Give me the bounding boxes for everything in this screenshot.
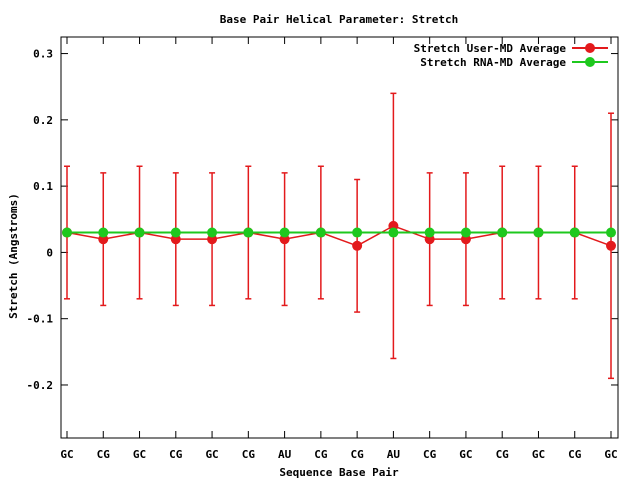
y-axis-ticks: -0.2 -0.1 0 0.1 0.2 0.3 bbox=[27, 48, 618, 392]
series-rna-md-point bbox=[170, 227, 181, 238]
x-tick-label: GC bbox=[133, 448, 146, 461]
x-tick-label: CG bbox=[351, 448, 365, 461]
series-rna-md-point bbox=[134, 227, 145, 238]
legend-marker bbox=[585, 43, 595, 53]
legend-label: Stretch RNA-MD Average bbox=[420, 56, 566, 69]
x-tick-label: GC bbox=[205, 448, 218, 461]
series-rna-md-point bbox=[98, 227, 109, 238]
series-rna-md-point bbox=[352, 227, 363, 238]
series-user-md-point bbox=[606, 240, 616, 251]
x-tick-label: GC bbox=[532, 448, 545, 461]
series-rna-md-point bbox=[243, 227, 254, 238]
series-rna-md-point bbox=[424, 227, 435, 238]
legend-label: Stretch User-MD Average bbox=[414, 42, 567, 55]
series-rna-md-point bbox=[279, 227, 290, 238]
x-tick-label: GC bbox=[459, 448, 472, 461]
series-rna-md-point bbox=[606, 227, 616, 238]
series-user-md-line bbox=[66, 225, 612, 247]
x-tick-label: CG bbox=[169, 448, 183, 461]
series-rna-md-point bbox=[533, 227, 544, 238]
series-layer bbox=[62, 92, 616, 380]
series-rna-md-point bbox=[62, 227, 72, 238]
x-tick-label: GC bbox=[60, 448, 73, 461]
plot-frame bbox=[60, 36, 619, 439]
x-tick-label: CG bbox=[97, 448, 111, 461]
x-tick-label: CG bbox=[242, 448, 256, 461]
legend-marker bbox=[585, 57, 595, 67]
x-tick-label: CG bbox=[423, 448, 437, 461]
x-axis-label: Sequence Base Pair bbox=[279, 466, 399, 479]
y-axis-label: Stretch (Angstroms) bbox=[7, 193, 20, 319]
x-tick-label: AU bbox=[278, 448, 292, 461]
y-tick-label: -0.2 bbox=[27, 379, 54, 392]
series-rna-md-point bbox=[460, 227, 471, 238]
x-tick-label: CG bbox=[314, 448, 328, 461]
x-axis-ticks: GC CG GC CG GC CG AU CG CG AU CG GC CG GC CG GC bbox=[60, 37, 618, 461]
y-tick-label: 0.1 bbox=[33, 180, 53, 193]
y-tick-label: 0 bbox=[46, 246, 53, 259]
x-tick-label: GC bbox=[604, 448, 617, 461]
x-tick-label: CG bbox=[496, 448, 510, 461]
y-tick-label: 0.2 bbox=[33, 114, 53, 127]
y-tick-label: 0.3 bbox=[33, 48, 53, 61]
y-tick-label: -0.1 bbox=[27, 313, 54, 326]
series-user-md-point bbox=[352, 240, 363, 251]
chart-title: Base Pair Helical Parameter: Stretch bbox=[220, 13, 458, 26]
series-rna-md-point bbox=[388, 227, 399, 238]
series-rna-md-point bbox=[569, 227, 580, 238]
x-tick-label: AU bbox=[387, 448, 401, 461]
series-rna-md-point bbox=[315, 227, 326, 238]
series-rna-md-point bbox=[497, 227, 508, 238]
series-rna-md-point bbox=[207, 227, 218, 238]
x-tick-label: CG bbox=[568, 448, 582, 461]
